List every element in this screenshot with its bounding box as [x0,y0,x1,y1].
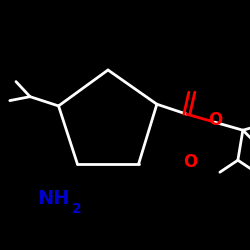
Text: O: O [183,153,197,171]
Text: O: O [208,111,222,129]
Text: 2: 2 [72,202,82,216]
Text: NH: NH [38,188,70,208]
